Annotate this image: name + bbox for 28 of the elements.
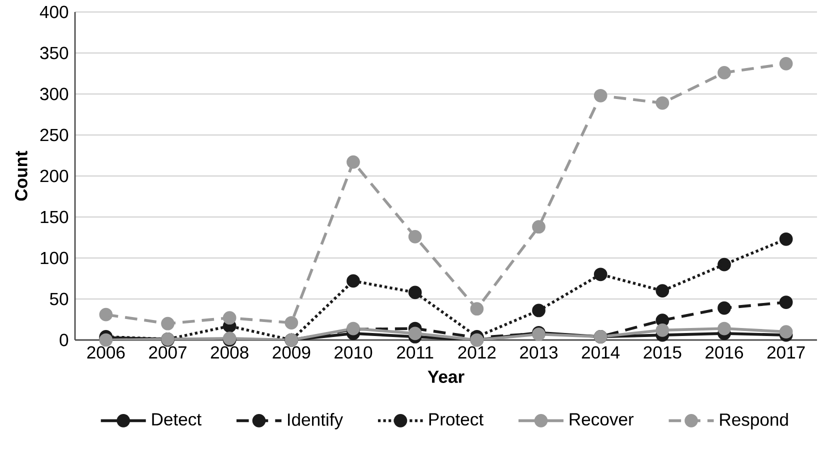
x-tick-label: 2014 [582,346,620,359]
y-tick-label: 200 [40,170,68,182]
x-axis-title: Year [428,370,464,383]
x-tick-label: 2006 [87,346,125,359]
x-tick-label: 2011 [397,346,434,359]
x-tick-label: 2007 [149,346,186,359]
legend-label: Recover [570,413,634,426]
y-tick-label: 350 [40,46,68,60]
x-tick-label: 2012 [458,346,496,359]
legend-label: Respond [720,412,788,430]
legend-label: Protect [429,413,484,426]
x-tick-label: 2013 [520,346,558,359]
y-tick-label: 0 [60,334,68,346]
y-tick-label: 150 [40,210,68,224]
x-tick-label: 2008 [210,346,248,359]
x-tick-label: 2010 [334,346,372,359]
y-tick-label: 250 [40,128,68,142]
y-tick-label: 400 [40,6,68,18]
y-tick-label: 300 [40,88,68,100]
y-tick-label: 100 [40,252,68,264]
x-tick-label: 2009 [272,346,310,359]
x-tick-label: 2015 [644,346,682,359]
legend-label: Identify [288,412,344,430]
y-tick-label: 50 [50,292,68,306]
y-axis-title: Count [14,150,28,201]
x-tick-label: 2016 [706,346,744,359]
legend-label: Detect [152,413,202,426]
x-tick-label: 2017 [767,346,805,359]
